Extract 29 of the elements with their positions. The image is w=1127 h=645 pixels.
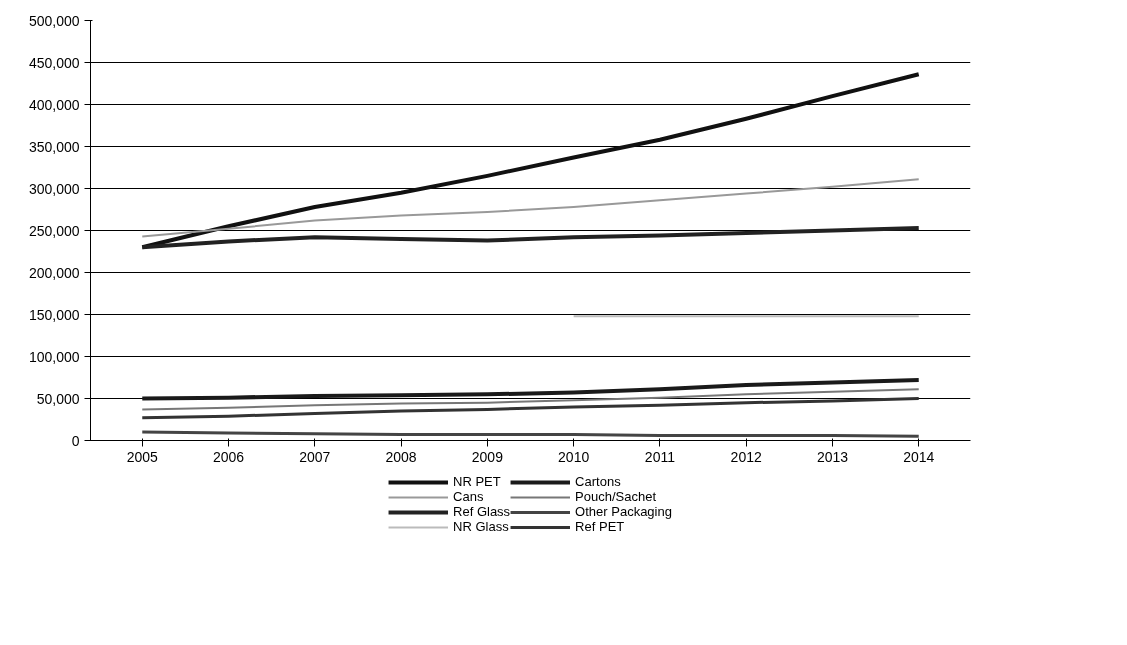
legend-label: Pouch/Sachet [575,489,657,504]
x-tick-label: 2006 [212,448,245,465]
x-tick-label: 2011 [644,448,676,465]
x-tick-label: 2014 [903,448,935,465]
x-tick-label: 2007 [299,448,331,465]
x-tick-label: 2008 [385,448,417,465]
x-tick-label: 2010 [558,448,590,465]
legend-label: Ref PET [575,519,625,534]
x-tick-label: 2013 [816,448,849,465]
legend-label: Cartons [575,474,621,489]
legend-label: NR PET [453,474,501,489]
y-tick-label: 100,000 [28,348,80,365]
y-tick-label: 200,000 [28,264,80,281]
y-tick-label: 150,000 [28,306,80,323]
y-tick-label: 250,000 [28,222,80,239]
x-tick-label: 2009 [471,448,504,465]
x-tick-label: 2005 [126,448,159,465]
y-tick-label: 400,000 [28,96,80,113]
y-tick-label: 450,000 [28,54,80,71]
x-tick-label: 2012 [730,448,762,465]
legend-label: NR Glass [453,519,509,534]
y-tick-label: 300,000 [28,180,80,197]
legend-label: Ref Glass [453,504,511,519]
y-tick-label: 350,000 [28,138,80,155]
y-tick-label: 500,000 [28,12,80,29]
legend-label: Cans [453,489,484,504]
legend-label: Other Packaging [575,504,672,519]
y-tick-label: 0 [71,432,80,449]
y-tick-label: 50,000 [36,390,80,407]
